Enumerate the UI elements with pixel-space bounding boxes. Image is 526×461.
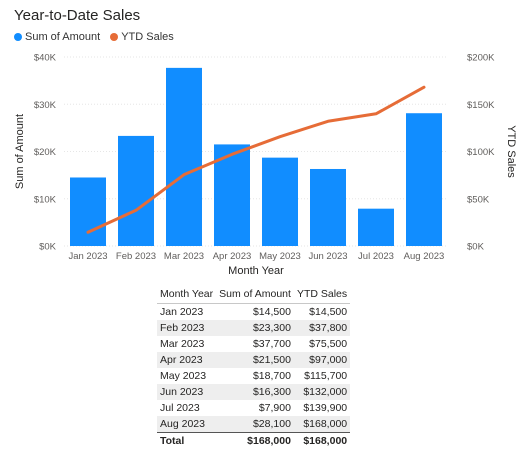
column-header-ytd-sales[interactable]: YTD Sales — [293, 286, 351, 304]
table-cell: Jan 2023 — [160, 306, 204, 318]
table-cell: $14,500 — [309, 306, 348, 318]
y2-tick-label: $150K — [467, 100, 495, 111]
y2-tick-label: $0K — [467, 242, 485, 253]
bar-aug-2023 — [406, 113, 442, 246]
legend-item-ytd-sales[interactable]: YTD Sales — [110, 31, 174, 43]
x-tick-label: Mar 2023 — [164, 251, 204, 262]
x-tick-label: May 2023 — [259, 251, 301, 262]
table-header-row: Month Year Sum of Amount YTD Sales — [157, 286, 351, 304]
legend-item-sum-of-amount[interactable]: Sum of Amount — [14, 31, 100, 43]
chart-title: Year-to-Date Sales — [14, 7, 141, 24]
table-body: Jan 2023 $14,500 $14,500 Feb 2023 $23,300 $3… — [157, 304, 351, 433]
x-tick-label: Jul 2023 — [358, 251, 394, 262]
x-tick-label: Jun 2023 — [308, 251, 347, 262]
table-cell: $23,300 — [216, 320, 294, 336]
data-table: Month Year Sum of Amount YTD Sales Jan 2… — [157, 286, 351, 449]
table-cell: $168,000 — [293, 416, 351, 433]
table-row: Jul 2023 $7,900 $139,900 — [157, 400, 350, 416]
y-tick-label: $20K — [34, 147, 57, 158]
table-row: Aug 2023 $28,100 $168,000 — [157, 416, 351, 433]
bar-apr-2023 — [214, 144, 250, 246]
legend-label: YTD Sales — [121, 31, 174, 43]
table-row: Apr 2023 $21,500 $97,000 — [157, 352, 351, 368]
x-axis-title: Month Year — [228, 265, 284, 277]
table-cell: May 2023 — [160, 370, 207, 382]
bar-feb-2023 — [118, 135, 154, 246]
table-row: Jan 2023 $14,500 $14,500 — [157, 304, 350, 321]
table-cell: Jul 2023 — [160, 402, 200, 414]
column-header-sum-of-amount[interactable]: Sum of Amount — [216, 286, 294, 304]
total-label: Total — [157, 432, 217, 449]
table-cell: Apr 2023 — [157, 352, 217, 368]
table-cell: $132,000 — [293, 384, 351, 400]
y-tick-label: $0K — [39, 242, 57, 253]
column-header-month-year[interactable]: Month Year — [157, 286, 217, 304]
y-axis-title: Sum of Amount — [14, 114, 26, 189]
legend-label: Sum of Amount — [25, 31, 101, 43]
table-cell: Jun 2023 — [157, 384, 217, 400]
y-tick-label: $10K — [34, 194, 57, 205]
table-cell: $21,500 — [216, 352, 294, 368]
table-cell: $18,700 — [252, 370, 291, 382]
y2-tick-label: $100K — [467, 147, 495, 158]
x-tick-label: Jan 2023 — [68, 251, 107, 262]
table-total-row: Total $168,000 $168,000 — [157, 432, 351, 449]
table-cell: $37,800 — [293, 320, 351, 336]
legend-dot-icon — [110, 33, 119, 41]
total-ytd-sales: $168,000 — [293, 432, 351, 449]
ytd-sales-line — [86, 85, 426, 234]
table-cell: $16,300 — [216, 384, 294, 400]
table-row: Mar 2023 $37,700 $75,500 — [157, 336, 350, 352]
bar-may-2023 — [262, 157, 298, 246]
y2-axis-title: YTD Sales — [505, 125, 517, 178]
table-row: Jun 2023 $16,300 $132,000 — [157, 384, 351, 400]
table-cell: $115,700 — [304, 370, 348, 382]
table-row: Feb 2023 $23,300 $37,800 — [157, 320, 351, 336]
table-cell: $7,900 — [258, 402, 291, 414]
table-cell: $75,500 — [309, 338, 348, 350]
bar-jul-2023 — [358, 208, 394, 246]
x-tick-label: Apr 2023 — [213, 251, 252, 262]
table-row: May 2023 $18,700 $115,700 — [157, 368, 350, 384]
total-sum-of-amount: $168,000 — [216, 432, 294, 449]
y2-tick-label: $50K — [467, 194, 490, 205]
bar-jun-2023 — [310, 168, 346, 246]
table-cell: $97,000 — [293, 352, 351, 368]
x-tick-label: Feb 2023 — [116, 251, 156, 262]
combo-chart: $0K $10K $20K $30K $40K $0K $50K $100K $150K $200… — [14, 53, 517, 278]
y2-tick-label: $200K — [467, 53, 495, 64]
bar-jan-2023 — [70, 177, 106, 246]
y-tick-label: $30K — [34, 100, 57, 111]
y-tick-label: $40K — [34, 53, 57, 64]
chart-legend: Sum of Amount YTD Sales — [14, 31, 184, 43]
table-cell: $37,700 — [252, 338, 291, 350]
legend-dot-icon — [14, 33, 22, 41]
x-tick-label: Aug 2023 — [404, 251, 445, 262]
bar-mar-2023 — [166, 67, 202, 247]
table-cell: $139,900 — [303, 402, 348, 414]
table-cell: Mar 2023 — [160, 338, 205, 350]
table-cell: $28,100 — [216, 416, 294, 433]
table-cell: $14,500 — [252, 306, 291, 318]
table-cell: Aug 2023 — [157, 416, 217, 433]
table-cell: Feb 2023 — [157, 320, 217, 336]
